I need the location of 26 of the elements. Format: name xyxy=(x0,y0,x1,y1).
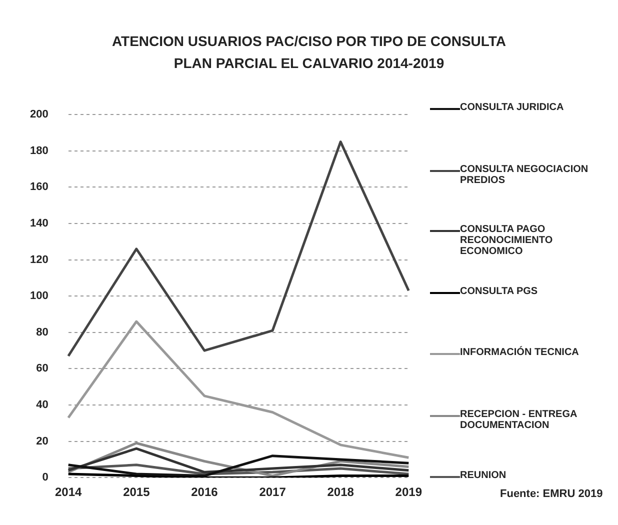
x-tick-label: 2018 xyxy=(327,485,354,500)
y-tick-label: 200 xyxy=(30,108,48,121)
y-tick-label: 120 xyxy=(30,254,48,266)
chart-title: ATENCION USUARIOS PAC/CISO POR TIPO DE CONSULTA PLAN PARCIAL EL CALVARIO 2014-2019 xyxy=(110,32,508,73)
y-tick-label: 40 xyxy=(36,399,48,412)
legend-label: REUNION xyxy=(460,470,508,481)
y-tick-label: 60 xyxy=(36,362,48,375)
legend-label: INFORMACIÓN TECNICA xyxy=(460,347,580,358)
x-tick-label: 2017 xyxy=(259,485,286,500)
x-tick-label: 2014 xyxy=(55,485,82,500)
legend-label: RECEPCION - ENTREGA DOCUMENTACION xyxy=(460,409,578,431)
x-tick-label: 2019 xyxy=(395,485,422,500)
x-tick-label: 2016 xyxy=(191,485,218,500)
y-tick-label: 20 xyxy=(36,435,48,448)
legend-label: CONSULTA NEGOCIACION PREDIOS xyxy=(460,164,590,186)
source-note: Fuente: EMRU 2019 xyxy=(500,488,603,500)
legend-label: CONSULTA PAGO RECONOCIMIENTO ECONOMICO xyxy=(460,224,554,257)
legend-label: CONSULTA JURIDICA xyxy=(460,102,565,113)
legend-label: CONSULTA PGS xyxy=(460,286,539,297)
y-tick-label: 0 xyxy=(42,472,48,484)
y-tick-label: 140 xyxy=(30,218,48,230)
y-tick-label: 100 xyxy=(30,290,48,302)
y-tick-label: 80 xyxy=(36,326,48,338)
y-tick-label: 160 xyxy=(30,181,48,194)
y-tick-label: 180 xyxy=(30,144,48,157)
x-tick-label: 2015 xyxy=(123,485,150,500)
